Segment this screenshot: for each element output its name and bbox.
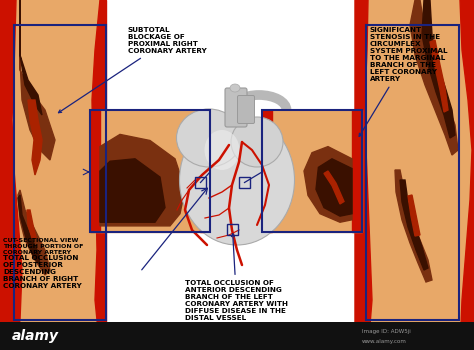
Polygon shape (316, 159, 352, 216)
Ellipse shape (207, 165, 287, 225)
Polygon shape (5, 0, 100, 350)
Polygon shape (20, 0, 42, 115)
Polygon shape (355, 0, 372, 350)
Polygon shape (27, 210, 36, 238)
Bar (90, 110, 210, 232)
Polygon shape (100, 0, 106, 350)
Text: Image ID: ADW5ji: Image ID: ADW5ji (362, 329, 411, 334)
Polygon shape (410, 0, 458, 155)
Text: www.alamy.com: www.alamy.com (362, 338, 407, 343)
Bar (195, 177, 206, 188)
Polygon shape (460, 0, 474, 350)
Polygon shape (355, 0, 474, 350)
Polygon shape (90, 110, 210, 232)
Polygon shape (400, 180, 428, 270)
Polygon shape (18, 190, 50, 275)
Bar (239, 177, 250, 188)
Polygon shape (422, 0, 455, 138)
Ellipse shape (230, 84, 240, 92)
Polygon shape (262, 110, 362, 232)
Polygon shape (304, 147, 352, 222)
Ellipse shape (176, 109, 241, 167)
Polygon shape (20, 0, 55, 160)
Text: TOTAL OCCLUSION
OF POSTERIOR
DESCENDING
BRANCH OF RIGHT
CORONARY ARTERY: TOTAL OCCLUSION OF POSTERIOR DESCENDING … (3, 255, 82, 289)
Ellipse shape (231, 117, 283, 167)
Polygon shape (0, 0, 5, 350)
Bar (14, 25, 106, 320)
Ellipse shape (180, 115, 294, 245)
Polygon shape (0, 0, 22, 350)
Text: TOTAL OCCLUSION OF
ANTERIOR DESCENDING
BRANCH OF THE LEFT
CORONARY ARTERY WITH
D: TOTAL OCCLUSION OF ANTERIOR DESCENDING B… (185, 234, 288, 321)
Text: SUBTOTAL
BLOCKAGE OF
PROXIMAL RIGHT
CORONARY ARTERY: SUBTOTAL BLOCKAGE OF PROXIMAL RIGHT CORO… (58, 27, 207, 113)
Polygon shape (430, 40, 448, 112)
Polygon shape (262, 110, 272, 232)
Bar (227, 224, 238, 235)
Polygon shape (395, 170, 432, 282)
Polygon shape (90, 110, 100, 232)
Polygon shape (18, 195, 40, 265)
Polygon shape (200, 110, 210, 232)
FancyBboxPatch shape (237, 96, 255, 124)
Polygon shape (324, 171, 344, 204)
FancyBboxPatch shape (225, 88, 247, 127)
Polygon shape (352, 110, 362, 232)
Text: SIGNIFICANT
STENOSIS IN THE
CIRCUMFLEX
SYSTEM PROXIMAL
TO THE MARGINAL
BRANCH OF: SIGNIFICANT STENOSIS IN THE CIRCUMFLEX S… (359, 27, 447, 136)
Polygon shape (100, 134, 185, 226)
Bar (366, 25, 459, 320)
Text: alamy: alamy (12, 329, 59, 343)
Polygon shape (100, 159, 165, 222)
Polygon shape (92, 0, 106, 350)
Bar (262, 110, 362, 232)
Text: CUT-SECTIONAL VIEW
THROUGH PORTION OF
CORONARY ARTERY: CUT-SECTIONAL VIEW THROUGH PORTION OF CO… (3, 238, 83, 254)
Polygon shape (28, 100, 42, 175)
Ellipse shape (204, 130, 239, 170)
Bar (0, 322, 474, 350)
Polygon shape (408, 195, 420, 236)
